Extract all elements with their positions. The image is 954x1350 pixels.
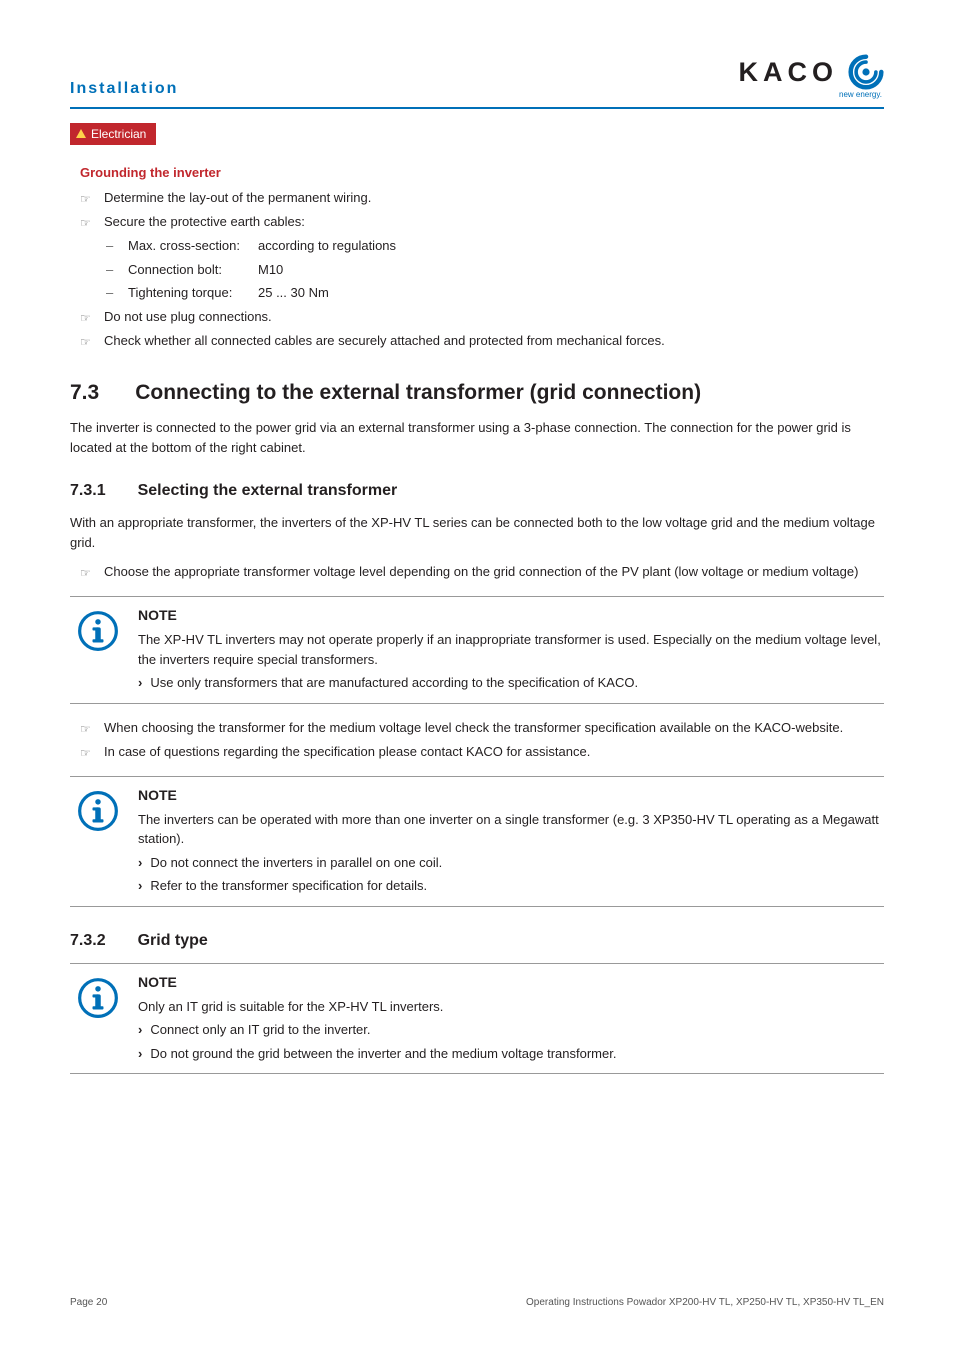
intro-7-3: The inverter is connected to the power g… [70,418,884,457]
note-bullet-text: Connect only an IT grid to the inverter. [150,1020,370,1040]
note-body: The XP-HV TL inverters may not operate p… [138,630,884,669]
grounding-steps: ☞ Determine the lay-out of the permanent … [80,188,884,351]
heading-title: Grid type [138,929,208,953]
note-title: NOTE [138,785,884,806]
step-text: Secure the protective earth cables: [104,212,305,232]
note-bullet-text: Refer to the transformer specification f… [150,876,427,896]
note-bullet-text: Use only transformers that are manufactu… [150,673,638,693]
hand-icon: ☞ [80,333,94,351]
spec-row: Tightening torque:25 ... 30 Nm [128,283,329,303]
page-footer: Page 20 Operating Instructions Powador X… [70,1295,884,1310]
note-content: NOTE Only an IT grid is suitable for the… [138,972,884,1064]
note-title: NOTE [138,605,884,626]
arrow-icon: › [138,673,142,693]
dash-icon: – [106,236,118,256]
heading-num: 7.3.2 [70,929,106,953]
arrow-icon: › [138,876,142,896]
heading-num: 7.3 [70,377,99,409]
hand-icon: ☞ [80,214,94,232]
step-text: Do not use plug connections. [104,307,272,327]
note-box-1: NOTE The XP-HV TL inverters may not oper… [70,596,884,704]
arrow-icon: › [138,853,142,873]
note-bullet-text: Do not ground the grid between the inver… [150,1044,616,1064]
logo-block: KACO new energy. [739,52,885,101]
hand-icon: ☞ [80,309,94,327]
note-content: NOTE The XP-HV TL inverters may not oper… [138,605,884,693]
note-bullet-text: Do not connect the inverters in parallel… [150,853,442,873]
arrow-icon: › [138,1020,142,1040]
step-text: Choose the appropriate transformer volta… [104,562,858,582]
logo: KACO [739,52,885,93]
page-header: Installation KACO new energy. [70,52,884,109]
spec-row: Max. cross-section:according to regulati… [128,236,396,256]
heading-7-3: 7.3 Connecting to the external transform… [70,377,884,409]
heading-num: 7.3.1 [70,479,106,503]
step-text: In case of questions regarding the speci… [104,742,590,762]
badge-label: Electrician [91,125,146,143]
heading-title: Selecting the external transformer [138,479,398,503]
note-box-3: NOTE Only an IT grid is suitable for the… [70,963,884,1075]
heading-title: Connecting to the external transformer (… [135,377,701,409]
note-box-2: NOTE The inverters can be operated with … [70,776,884,907]
note-content: NOTE The inverters can be operated with … [138,785,884,896]
arrow-icon: › [138,1044,142,1064]
section-heading: Installation [70,77,178,101]
grounding-title: Grounding the inverter [80,163,884,183]
hand-icon: ☞ [80,744,94,762]
hand-icon: ☞ [80,190,94,208]
footer-page: Page 20 [70,1295,107,1310]
note-body: The inverters can be operated with more … [138,810,884,849]
note-title: NOTE [138,972,884,993]
step-text: Determine the lay-out of the permanent w… [104,188,371,208]
info-icon [76,609,120,653]
warning-triangle-icon [76,129,86,138]
swirl-icon [848,54,884,90]
heading-7-3-1: 7.3.1 Selecting the external transformer [70,479,884,503]
info-icon [76,789,120,833]
steps-7-3-1: ☞ Choose the appropriate transformer volt… [80,562,884,582]
spec-row: Connection bolt:M10 [128,260,283,280]
electrician-badge: Electrician [70,123,156,145]
logo-text: KACO [739,52,839,93]
step-text: When choosing the transformer for the me… [104,718,843,738]
steps-7-3-1b: ☞ When choosing the transformer for the m… [80,718,884,762]
footer-doc: Operating Instructions Powador XP200-HV … [526,1295,884,1310]
dash-icon: – [106,283,118,303]
hand-icon: ☞ [80,720,94,738]
note-body: Only an IT grid is suitable for the XP-H… [138,997,884,1017]
dash-icon: – [106,260,118,280]
info-icon [76,976,120,1020]
intro-7-3-1: With an appropriate transformer, the inv… [70,513,884,552]
hand-icon: ☞ [80,564,94,582]
heading-7-3-2: 7.3.2 Grid type [70,929,884,953]
step-text: Check whether all connected cables are s… [104,331,665,351]
